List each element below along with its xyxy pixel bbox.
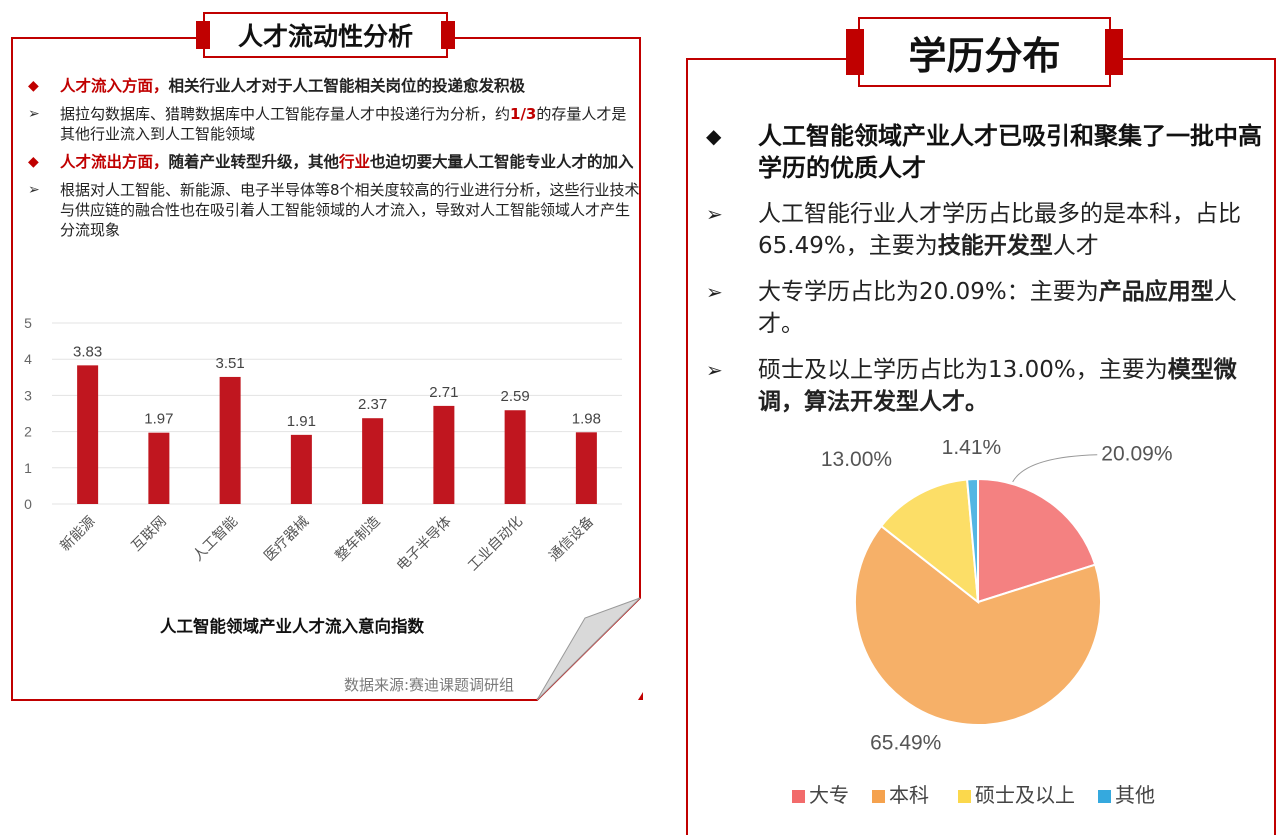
left-bullet-item: ◆ 人才流出方面，随着产业转型升级，其他行业也迫切要大量人工智能专业人才的加入: [28, 152, 640, 172]
x-category-label: 新能源: [57, 514, 98, 555]
arrow-bullet-icon: ➢: [706, 202, 723, 226]
bullet-text: 也迫切要大量人工智能专业人才的加入: [370, 153, 634, 171]
left-frame: [11, 37, 643, 701]
bullet-text: 人才流入方面，: [60, 77, 169, 95]
legend-label: 大专: [809, 783, 849, 807]
bar-data-label: 2.37: [358, 396, 387, 413]
diamond-bullet-icon: ◆: [28, 154, 39, 170]
left-section-title: 人才流动性分析: [196, 12, 455, 58]
legend-label: 硕士及以上: [975, 783, 1075, 807]
left-panel: 人才流动性分析 ◆ 人才流入方面，相关行业人才对于人工智能相关岗位的投递愈发积极 ➢…: [0, 0, 650, 710]
bullet-text: 产品应用型: [1098, 279, 1214, 305]
title-tab-left: [196, 21, 210, 49]
bullet-text: 1/3: [510, 105, 537, 123]
x-category-label: 医疗器械: [261, 514, 312, 565]
left-bullet-item: ➢ 根据对人工智能、新能源、电子半导体等8个相关度较高的行业进行分析，这些行业技术…: [28, 180, 640, 240]
left-title-text: 人才流动性分析: [237, 22, 413, 51]
bullet-text: 根据对人工智能、新能源、电子半导体等8个相关度较高的行业进行分析，这些行业技术与…: [60, 181, 640, 239]
leader-line: [1012, 454, 1098, 483]
bullet-text: 人工智能领域产业人才已吸引和聚集了一批中高学历的优质人才: [758, 122, 1262, 182]
title-tab-right: [1105, 29, 1123, 75]
pie-data-label: 13.00%: [821, 448, 892, 471]
bar-data-label: 3.83: [73, 343, 102, 360]
bullet-text: 大专学历占比为20.09%：主要为: [758, 279, 1099, 305]
bullet-text: 人才: [1052, 233, 1099, 259]
bullet-text: 人才流出方面，: [60, 153, 169, 171]
bullet-text: 技能开发型: [937, 233, 1053, 259]
pie-data-label: 65.49%: [870, 732, 941, 755]
legend-label: 本科: [889, 783, 929, 807]
pie-data-label: 1.41%: [942, 440, 1002, 459]
y-tick-label: 5: [24, 315, 32, 331]
bar: [575, 432, 597, 504]
right-bullet-item: ➢ 硕士及以上学历占比为13.00%，主要为模型微调，算法开发型人才。: [706, 354, 1266, 418]
bullet-text: 据拉勾数据库、猎聘数据库中人工智能存量人才中投递行为分析，约: [60, 105, 511, 123]
title-tab-right: [441, 21, 455, 49]
bar: [504, 410, 526, 504]
bar: [219, 376, 241, 504]
diamond-bullet-icon: ◆: [28, 78, 39, 94]
bar: [362, 418, 384, 504]
data-source-note: 数据来源:赛迪课题调研组: [344, 676, 515, 694]
pie-slice: [879, 478, 980, 605]
bar: [290, 434, 312, 504]
arrow-bullet-icon: ➢: [706, 280, 723, 304]
bar-data-label: 1.98: [572, 410, 601, 427]
right-bullet-item: ◆ 人工智能领域产业人才已吸引和聚集了一批中高学历的优质人才: [706, 120, 1266, 184]
right-section-title: 学历分布: [846, 17, 1123, 87]
left-bullet-item: ➢ 据拉勾数据库、猎聘数据库中人工智能存量人才中投递行为分析，约1/3的存量人才是…: [28, 104, 640, 144]
bullet-text: 的存量人才是其他行业流入到人工智能领域: [60, 105, 627, 143]
pie-data-label: 20.09%: [1101, 443, 1172, 466]
bar-data-label: 1.91: [287, 413, 316, 430]
right-bullet-list: ◆ 人工智能领域产业人才已吸引和聚集了一批中高学历的优质人才 ➢ 人工智能行业人才学历…: [706, 120, 1266, 432]
right-bullet-item: ➢ 人工智能行业人才学历占比最多的是本科，占比65.49%，主要为技能开发型人才: [706, 198, 1266, 262]
right-bullet-item: ➢ 大专学历占比为20.09%：主要为产品应用型人才。: [706, 276, 1266, 340]
right-title-text: 学历分布: [908, 33, 1061, 78]
bar: [433, 405, 455, 504]
pie-slice: [854, 524, 1102, 726]
title-tab-left: [846, 29, 864, 75]
bullet-text: 随着产业转型升级，其他: [168, 153, 340, 171]
bar: [148, 432, 170, 504]
inflow-bar-chart: 0 1 2 3 4 5 3.83 新能源 1.97 互联网 3.51 人工智能 1.91 医疗器械 2.37…: [24, 315, 622, 575]
arrow-bullet-icon: ➢: [28, 182, 40, 198]
legend-swatch: [958, 790, 971, 803]
legend-swatch: [1098, 790, 1111, 803]
bar-data-label: 3.51: [216, 355, 245, 372]
pie-slice: [977, 477, 1097, 604]
x-category-label: 通信设备: [546, 513, 598, 565]
bullet-text: 模型微调，算法开发型人才。: [758, 357, 1237, 415]
bullet-text: 人才。: [758, 279, 1237, 337]
bar-chart-caption: 人工智能领域产业人才流入意向指数: [160, 617, 424, 636]
bullet-text: 硕士及以上学历占比为13.00%，主要为: [758, 357, 1168, 383]
x-category-label: 电子半导体: [394, 514, 455, 575]
y-tick-label: 2: [24, 424, 32, 440]
legend-label: 其他: [1115, 783, 1155, 807]
y-tick-label: 0: [24, 496, 32, 512]
bar: [77, 365, 99, 504]
education-pie-chart: 20.09% 65.49% 13.00% 1.41% 大专 本科 硕士及以上 其他: [792, 440, 1173, 807]
y-tick-label: 3: [24, 387, 32, 403]
left-bullet-list: ◆ 人才流入方面，相关行业人才对于人工智能相关岗位的投递愈发积极 ➢ 据拉勾数据库、猎…: [28, 76, 640, 248]
legend-swatch: [872, 790, 885, 803]
left-bullet-item: ◆ 人才流入方面，相关行业人才对于人工智能相关岗位的投递愈发积极: [28, 76, 640, 96]
x-category-label: 整车制造: [332, 513, 384, 565]
bullet-text: 相关行业人才对于人工智能相关岗位的投递愈发积极: [168, 77, 526, 95]
arrow-bullet-icon: ➢: [706, 358, 723, 382]
bullet-text: 人工智能行业人才学历占比最多的是本科，占比65.49%，主要为: [758, 201, 1241, 259]
bar-data-label: 2.71: [429, 384, 458, 401]
y-tick-label: 1: [24, 460, 32, 476]
bar-data-label: 2.59: [501, 388, 530, 405]
legend-swatch: [792, 790, 805, 803]
arrow-bullet-icon: ➢: [28, 106, 40, 122]
pie-slice: [966, 477, 979, 603]
x-category-label: 互联网: [129, 514, 170, 555]
x-category-label: 工业自动化: [465, 514, 526, 575]
x-category-label: 人工智能: [190, 514, 241, 565]
bullet-text: 行业: [339, 153, 371, 171]
y-tick-label: 4: [24, 351, 32, 367]
bar-data-label: 1.97: [144, 411, 173, 428]
diamond-bullet-icon: ◆: [706, 124, 722, 148]
